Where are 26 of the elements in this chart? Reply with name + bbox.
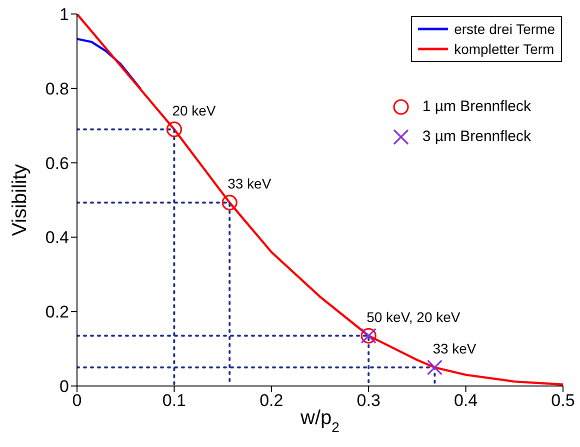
y-tick-label: 0.6 bbox=[45, 154, 69, 173]
legend-label: 3 µm Brennfleck bbox=[422, 127, 531, 147]
point bbox=[222, 194, 238, 210]
x-tick-label: 0.4 bbox=[454, 391, 478, 410]
x-tick-label: 0.5 bbox=[551, 391, 575, 410]
annotation: 20 keV bbox=[172, 102, 216, 118]
x-axis-title: w/p$_{2}$ bbox=[300, 407, 340, 435]
x-tick-label: 0.2 bbox=[260, 391, 284, 410]
legend-label: kompletter Term bbox=[454, 40, 554, 59]
x-tick-label: 0.1 bbox=[162, 391, 186, 410]
point bbox=[426, 360, 442, 376]
y-tick-label: 0.2 bbox=[45, 302, 69, 322]
annotation: 33 keV bbox=[432, 340, 477, 356]
y-tick-label: 0.8 bbox=[45, 79, 69, 98]
y-axis-title: Visibility bbox=[9, 164, 32, 236]
x-tick-label: 0 bbox=[72, 391, 82, 410]
legend-label: 1 µm Brennfleck bbox=[422, 97, 531, 117]
annotation: 33 keV bbox=[228, 176, 272, 192]
legend-label: erste drei Terme bbox=[454, 20, 555, 39]
y-tick-label: 1 bbox=[60, 5, 69, 24]
annotation: 50 keV, 20 keV bbox=[366, 308, 461, 325]
x-tick-label: 0.3 bbox=[356, 391, 380, 410]
y-tick-label: 0 bbox=[60, 377, 69, 396]
point bbox=[166, 122, 182, 138]
y-tick-label: 0.4 bbox=[45, 228, 69, 248]
line-series bbox=[77, 38, 142, 90]
